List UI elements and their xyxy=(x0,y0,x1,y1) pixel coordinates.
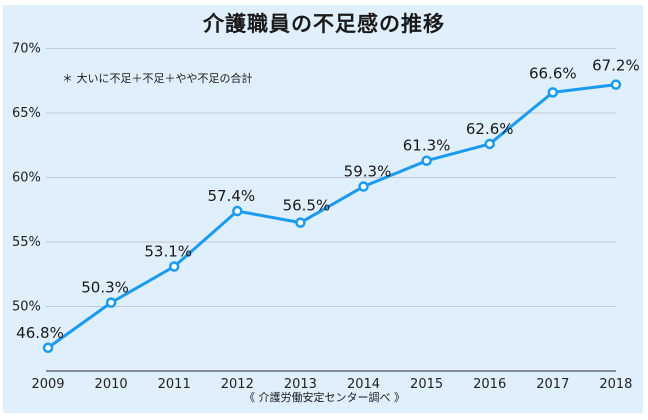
data-value-label: 62.6% xyxy=(466,120,514,138)
data-point-marker xyxy=(42,342,54,354)
data-value-label: 66.6% xyxy=(529,64,577,82)
x-tick-label: 2018 xyxy=(599,377,632,392)
data-point-marker xyxy=(484,138,495,150)
data-value-label: 50.3% xyxy=(81,279,129,297)
y-tick-label: 60% xyxy=(12,171,41,186)
x-tick-label: 2016 xyxy=(473,377,506,392)
chart-source: 《 介護労働安定センター調べ 》 xyxy=(244,391,405,404)
x-tick-label: 2013 xyxy=(284,377,317,392)
x-tick-label: 2017 xyxy=(536,377,569,392)
data-point-marker xyxy=(421,155,432,166)
data-point-marker xyxy=(547,87,559,98)
x-tick-label: 2012 xyxy=(221,377,254,392)
data-value-label: 61.3% xyxy=(403,137,451,155)
data-point-marker xyxy=(168,261,180,272)
data-point-marker xyxy=(358,181,369,192)
data-point-marker xyxy=(232,205,243,217)
x-tick-label: 2011 xyxy=(158,377,191,392)
y-tick-label: 70% xyxy=(12,42,41,57)
data-value-label: 67.2% xyxy=(592,57,640,75)
data-point-marker xyxy=(295,217,306,228)
y-tick-label: 65% xyxy=(12,106,41,121)
data-value-label: 59.3% xyxy=(344,163,392,181)
x-tick-label: 2010 xyxy=(95,377,128,392)
chart-title: 介護職員の不足感の推移 xyxy=(203,12,445,36)
data-point-marker xyxy=(610,79,622,90)
data-value-label: 46.8% xyxy=(16,324,64,342)
x-tick-label: 2009 xyxy=(31,377,64,392)
data-value-label: 57.4% xyxy=(207,187,255,205)
chart-note: ＊ 大いに不足＋不足＋やや不足の合計 xyxy=(62,72,253,85)
y-tick-label: 55% xyxy=(12,235,41,250)
y-tick-label: 50% xyxy=(12,300,41,315)
data-value-label: 56.5% xyxy=(283,197,331,215)
x-tick-label: 2015 xyxy=(410,377,443,392)
data-value-label: 53.1% xyxy=(144,243,192,261)
data-point-marker xyxy=(105,297,117,308)
x-tick-label: 2014 xyxy=(347,377,380,392)
data-line xyxy=(47,83,617,349)
